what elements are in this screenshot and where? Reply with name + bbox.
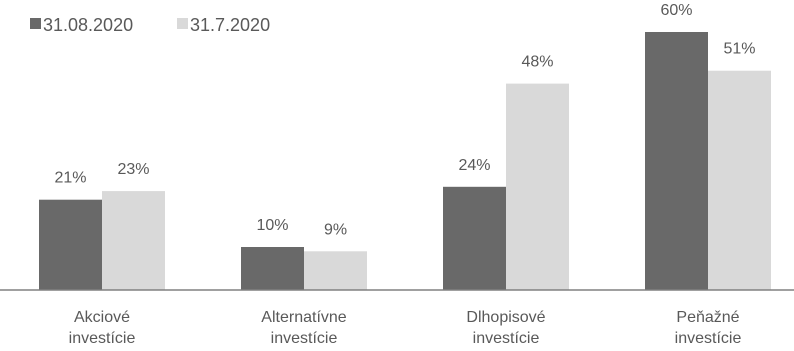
bars xyxy=(39,32,771,290)
data-label-s2-c1: 23% xyxy=(117,161,149,178)
legend: 31.08.2020 31.7.2020 xyxy=(30,15,270,35)
bar-s2-c4 xyxy=(708,70,771,290)
legend-swatch-series-2 xyxy=(177,18,188,29)
category-label-1-line-2: investície xyxy=(69,330,136,347)
bar-s1-c3 xyxy=(443,186,506,290)
legend-label-series-2: 31.7.2020 xyxy=(190,15,270,35)
category-label-3-line-2: investície xyxy=(473,330,540,347)
data-label-s1-c4: 60% xyxy=(660,2,692,19)
category-labels: Akciové investície Alternatívne investície D… xyxy=(69,309,742,347)
data-label-s2-c3: 48% xyxy=(521,54,553,71)
data-label-s1-c3: 24% xyxy=(458,157,490,174)
legend-label-series-1: 31.08.2020 xyxy=(43,15,133,35)
data-label-s1-c2: 10% xyxy=(256,217,288,234)
bar-s1-c2 xyxy=(241,247,304,290)
category-label-2-line-2: investície xyxy=(271,330,338,347)
data-label-s1-c1: 21% xyxy=(54,170,86,187)
data-label-s2-c4: 51% xyxy=(723,41,755,58)
bar-s2-c3 xyxy=(506,83,569,290)
category-label-4-line-1: Peňažné xyxy=(676,309,739,326)
bar-s2-c1 xyxy=(102,191,165,290)
bar-s1-c4 xyxy=(645,32,708,290)
data-label-s2-c2: 9% xyxy=(324,221,347,238)
legend-swatch-series-1 xyxy=(30,18,41,29)
bar-s2-c2 xyxy=(304,251,367,290)
category-label-4-line-2: investície xyxy=(675,330,742,347)
bar-s1-c1 xyxy=(39,199,102,290)
data-labels: 21% 23% 10% 9% 24% 48% 60% 51% xyxy=(54,2,755,238)
category-label-3-line-1: Dlhopisové xyxy=(466,309,545,326)
category-label-2-line-1: Alternatívne xyxy=(261,309,346,326)
category-label-1-line-1: Akciové xyxy=(74,309,130,326)
